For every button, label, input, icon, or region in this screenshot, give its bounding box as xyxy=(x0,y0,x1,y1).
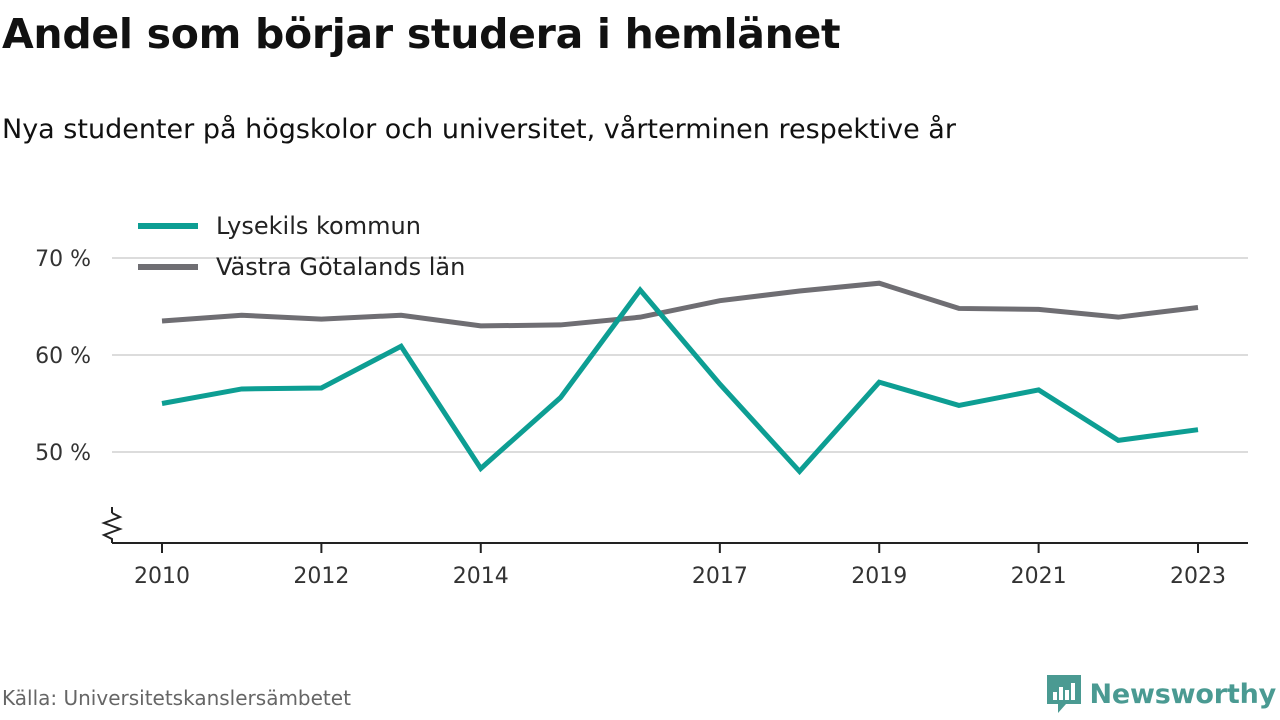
legend-label: Västra Götalands län xyxy=(216,253,465,281)
x-tick-label: 2023 xyxy=(1170,564,1226,589)
x-tick-label: 2012 xyxy=(293,564,349,589)
series-lines xyxy=(161,280,1199,476)
legend-label: Lysekils kommun xyxy=(216,212,421,240)
x-tick-label: 2017 xyxy=(692,564,748,589)
chart-title: Andel som börjar studera i hemlänet xyxy=(2,10,841,58)
x-tick-label: 2014 xyxy=(453,564,509,589)
newsworthy-logo-icon xyxy=(1046,675,1081,713)
chart-subtitle: Nya studenter på högskolor och universit… xyxy=(2,114,956,145)
y-axis: 50 % 60 % 70 % xyxy=(35,247,91,466)
y-tick-label: 50 % xyxy=(35,441,91,466)
x-tick-label: 2010 xyxy=(134,564,190,589)
x-tick-label: 2021 xyxy=(1011,564,1067,589)
source-note: Källa: Universitetskanslersämbetet xyxy=(2,686,351,710)
series-line-0 xyxy=(161,285,1199,476)
axis-break-mark xyxy=(101,512,123,543)
x-tick-label: 2019 xyxy=(851,564,907,589)
x-tick-labels: 2010 2012 2014 2017 2019 2021 2023 xyxy=(134,564,1226,589)
x-axis xyxy=(101,507,1248,553)
brand-logo: Newsworthy xyxy=(1044,672,1276,716)
y-tick-label: 70 % xyxy=(35,247,91,272)
series-line-1 xyxy=(161,280,1199,329)
y-tick-label: 60 % xyxy=(35,344,91,369)
grid-lines xyxy=(112,257,1248,453)
brand-name: Newsworthy xyxy=(1089,678,1277,710)
legend: Lysekils kommun Västra Götalands län xyxy=(138,212,465,281)
